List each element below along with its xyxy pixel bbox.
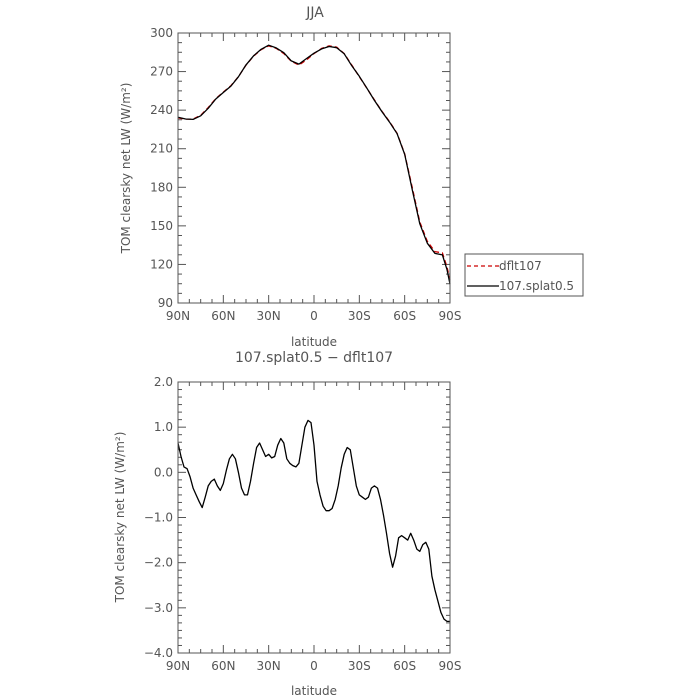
- legend: dflt107 107.splat0.5: [464, 253, 584, 297]
- y-tick-label: 120: [150, 257, 173, 271]
- y-tick-label: −1.0: [144, 511, 173, 525]
- y-tick-label: 150: [150, 219, 173, 233]
- top-series-line-107-splat0-5: [177, 44, 451, 285]
- top-x-tick-labels: 90N 60N 30N 0 30S 60S 90S: [166, 309, 462, 323]
- x-tick-label: 30S: [348, 309, 371, 323]
- x-tick-label: 90S: [439, 309, 462, 323]
- top-series-line-dflt107: [177, 45, 451, 281]
- x-tick-label: 0: [310, 659, 318, 673]
- top-y-tick-labels: 90 120 150 180 210 240 270 300: [150, 26, 173, 310]
- y-tick-label: −2.0: [144, 556, 173, 570]
- bottom-plot-frame: [177, 381, 451, 654]
- x-tick-label: 60N: [211, 659, 235, 673]
- bottom-panel: 107.splat0.5 − dflt107 90N 60N 30N 0 30S 60S 9…: [113, 350, 461, 698]
- top-plot-frame: [177, 32, 451, 304]
- x-tick-label: 90N: [166, 659, 190, 673]
- y-tick-label: −4.0: [144, 646, 173, 660]
- top-chart-title: JJA: [305, 5, 324, 21]
- top-series-lines: [177, 44, 451, 285]
- legend-label-dflt107: dflt107: [499, 259, 542, 273]
- x-tick-label: 30N: [257, 309, 281, 323]
- y-tick-label: 180: [150, 180, 173, 194]
- x-tick-label: 60S: [393, 659, 416, 673]
- top-axis-ticks: [177, 32, 451, 304]
- x-tick-label: 60N: [211, 309, 235, 323]
- y-tick-label: 210: [150, 142, 173, 156]
- y-tick-label: 2.0: [154, 375, 173, 389]
- bottom-series-lines: [177, 419, 450, 623]
- bottom-x-tick-labels: 90N 60N 30N 0 30S 60S 90S: [166, 659, 462, 673]
- y-tick-label: 240: [150, 103, 173, 117]
- x-tick-label: 30N: [257, 659, 281, 673]
- bottom-y-tick-labels: −4.0 −3.0 −2.0 −1.0 0.0 1.0 2.0: [144, 375, 173, 660]
- x-tick-label: 90N: [166, 309, 190, 323]
- bottom-axis-ticks: [177, 381, 451, 654]
- top-x-axis-label: latitude: [291, 335, 337, 349]
- x-tick-label: 0: [310, 309, 318, 323]
- x-tick-label: 60S: [393, 309, 416, 323]
- y-tick-label: 90: [158, 296, 173, 310]
- y-tick-label: 300: [150, 26, 173, 40]
- y-tick-label: 270: [150, 65, 173, 79]
- bottom-chart-title: 107.splat0.5 − dflt107: [235, 350, 393, 366]
- legend-box: [464, 253, 584, 297]
- top-panel: JJA 90N 60N 30N 0 30S 60S 90S 90 120 150 180 210 24…: [119, 5, 584, 349]
- bottom-series-line-diff: [177, 419, 450, 623]
- y-tick-label: 0.0: [154, 465, 173, 479]
- y-tick-label: 1.0: [154, 420, 173, 434]
- top-y-axis-label: TOM clearsky net LW (W/m²): [119, 83, 133, 255]
- bottom-y-axis-label: TOM clearsky net LW (W/m²): [113, 432, 127, 604]
- bottom-x-axis-label: latitude: [291, 684, 337, 698]
- x-tick-label: 30S: [348, 659, 371, 673]
- x-tick-label: 90S: [439, 659, 462, 673]
- y-tick-label: −3.0: [144, 601, 173, 615]
- legend-label-107-splat0-5: 107.splat0.5: [499, 279, 574, 293]
